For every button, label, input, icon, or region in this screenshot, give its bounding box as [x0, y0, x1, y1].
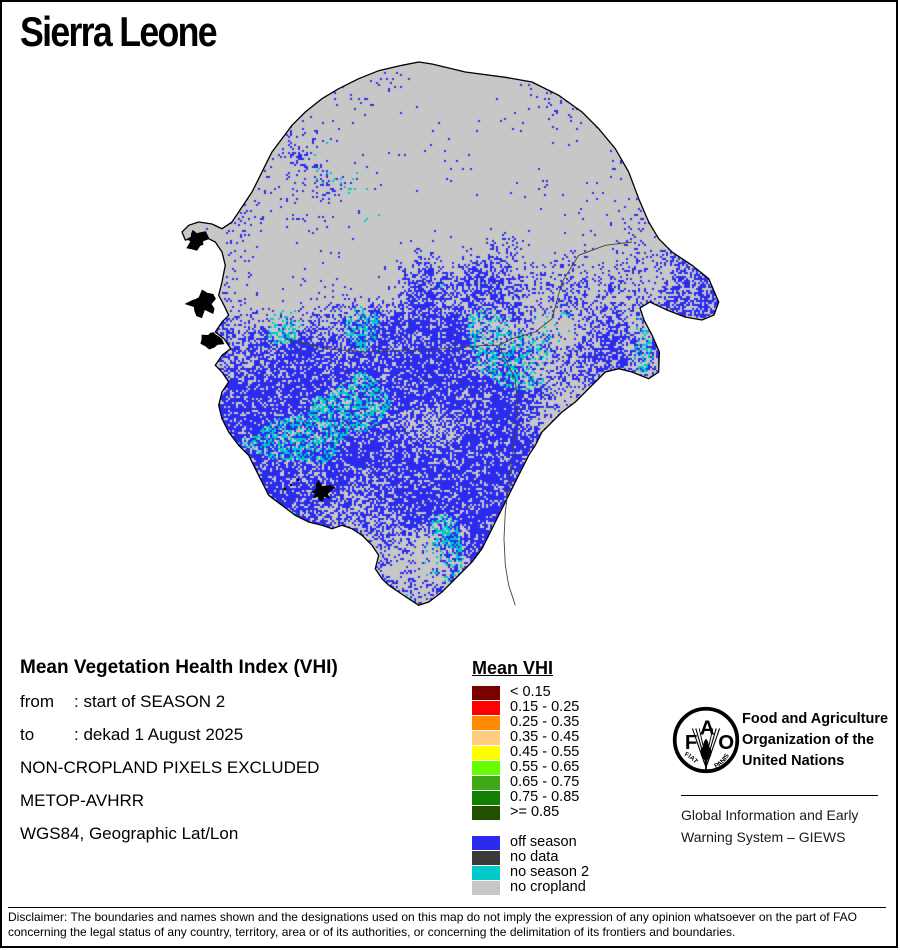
svg-text:O: O: [718, 732, 734, 754]
svg-text:F: F: [685, 732, 697, 754]
